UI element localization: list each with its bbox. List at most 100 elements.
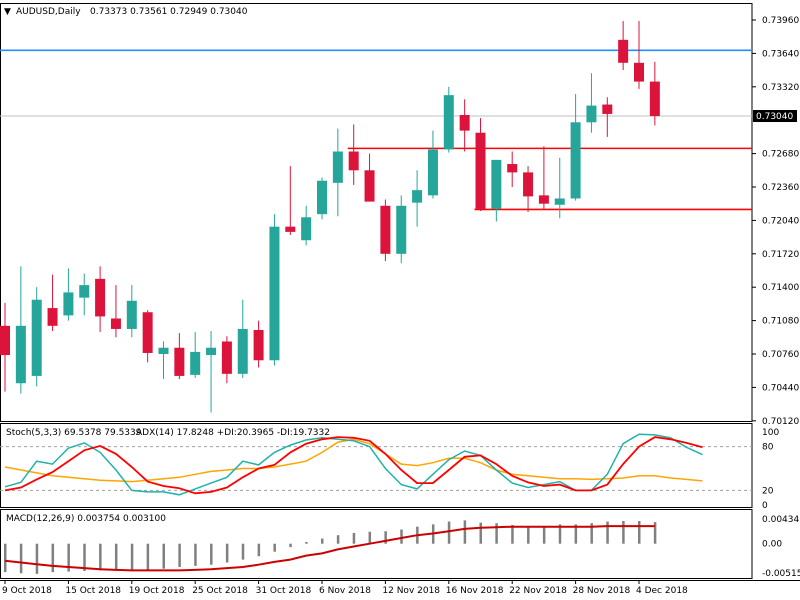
macd-histogram-bar xyxy=(194,543,197,566)
candle-body-bull xyxy=(126,300,137,329)
macd-histogram-bar xyxy=(130,543,134,570)
stoch-tick-label: 0 xyxy=(762,501,768,511)
macd-histogram-bar xyxy=(178,543,181,568)
chart-menu-arrow-icon[interactable]: ▼ xyxy=(4,7,11,17)
macd-histogram-bar xyxy=(336,535,340,544)
price-tick-label: 0.72680 xyxy=(762,150,799,160)
candle-body-bull xyxy=(443,95,454,150)
price-tick-label: 0.70440 xyxy=(762,383,799,393)
price-panel-frame xyxy=(0,3,753,422)
candle-body-bull xyxy=(269,226,280,361)
candle-body-bull xyxy=(396,205,407,254)
candle-body-bear xyxy=(95,278,106,317)
macd-histogram-bar xyxy=(305,542,308,544)
macd-histogram-bar xyxy=(114,543,118,570)
price-tick-label: 0.72360 xyxy=(762,183,799,193)
macd-signal-line xyxy=(4,525,655,572)
candle-body-bull xyxy=(237,328,248,374)
candle-body-bear xyxy=(174,347,185,376)
macd-histogram-bar xyxy=(638,520,641,544)
macd-histogram-bar xyxy=(574,524,578,544)
price-tick-label: 0.71080 xyxy=(762,317,799,327)
macd-histogram-bar xyxy=(146,543,150,570)
candle-body-bull xyxy=(332,151,343,183)
stoch-tick-label: 20 xyxy=(762,486,774,496)
current-price-label: 0.73040 xyxy=(756,112,793,122)
stoch-signal-line xyxy=(4,436,703,495)
macd-histogram-bar xyxy=(495,523,498,544)
candle-body-bull xyxy=(491,159,502,209)
macd-histogram-bar xyxy=(558,524,562,544)
current-price-tag xyxy=(753,110,797,123)
candle-body-bull xyxy=(63,292,74,316)
macd-histogram-bar xyxy=(241,543,245,560)
candle-body-bear xyxy=(253,329,264,361)
macd-histogram-bar xyxy=(289,543,292,548)
macd-histogram-bar xyxy=(19,543,23,574)
stoch-panel-frame xyxy=(0,423,753,508)
candle-body-bear xyxy=(538,195,549,204)
candle-body-bull xyxy=(317,180,327,215)
macd-histogram-bar xyxy=(479,522,482,544)
candle-body-bear xyxy=(507,164,518,173)
macd-tick-label: 0.00 xyxy=(762,540,782,550)
macd-histogram-bar xyxy=(321,538,324,544)
adx-label: ADX(14) 17.8248 +DI:20.3965 -DI:19.7332 xyxy=(136,428,330,438)
candle-body-bear xyxy=(142,312,153,353)
candle-body-bull xyxy=(554,198,565,205)
date-tick-label: 4 Dec 2018 xyxy=(636,586,688,596)
candle-body-bear xyxy=(618,39,629,63)
macd-histogram-bar xyxy=(384,531,387,544)
macd-histogram-bar xyxy=(225,543,229,563)
macd-histogram-bar xyxy=(210,543,213,565)
candle-body-bear xyxy=(221,341,232,374)
macd-histogram-bar xyxy=(4,543,7,573)
candle-body-bear xyxy=(348,151,359,171)
candle-body-bull xyxy=(206,347,217,356)
macd-histogram-bar xyxy=(653,522,657,544)
candle-body-bull xyxy=(570,122,581,199)
candle-body-bull xyxy=(15,325,26,384)
price-tick-label: 0.71720 xyxy=(762,250,799,260)
date-tick-label: 31 Oct 2018 xyxy=(256,586,312,596)
chart-ohlc-values: 0.73373 0.73561 0.72949 0.73040 xyxy=(90,7,248,17)
macd-histogram-bar xyxy=(83,543,86,571)
macd-label: MACD(12,26,9) 0.003754 0.003100 xyxy=(6,514,166,524)
date-tick-label: 6 Nov 2018 xyxy=(319,586,371,596)
adx-line xyxy=(4,438,703,483)
macd-histogram-bar xyxy=(590,523,593,544)
macd-histogram-bar xyxy=(622,520,625,544)
candle-body-bear xyxy=(634,62,644,82)
candle-body-bull xyxy=(31,299,42,376)
candle-body-bear xyxy=(602,104,613,114)
chart-symbol-label: AUDUSD,Daily xyxy=(16,7,81,17)
macd-histogram-bar xyxy=(51,543,55,573)
macd-histogram-bar xyxy=(35,543,39,574)
candle-body-bear xyxy=(649,81,660,117)
macd-histogram-bar xyxy=(273,543,276,552)
price-tick-label: 0.73960 xyxy=(762,16,799,26)
candle-body-bull xyxy=(412,190,423,203)
candle-body-bear xyxy=(0,325,10,356)
macd-histogram-bar xyxy=(463,520,467,544)
candle-body-bear xyxy=(459,114,470,131)
stoch-label: Stoch(5,3,3) 69.5378 79.5339 xyxy=(6,428,142,438)
macd-histogram-bar xyxy=(257,543,261,557)
date-tick-label: 16 Nov 2018 xyxy=(446,586,504,596)
candle-body-bull xyxy=(79,285,90,298)
stoch-main-line xyxy=(4,433,703,496)
macd-histogram-bar xyxy=(352,532,356,544)
date-tick-label: 19 Oct 2018 xyxy=(129,586,185,596)
macd-panel-frame xyxy=(0,509,753,579)
candle-body-bear xyxy=(364,170,375,202)
date-tick-label: 15 Oct 2018 xyxy=(65,586,121,596)
date-tick-label: 9 Oct 2018 xyxy=(2,586,52,596)
price-tick-label: 0.73320 xyxy=(762,83,799,93)
date-tick-label: 12 Nov 2018 xyxy=(382,586,440,596)
date-tick-label: 28 Nov 2018 xyxy=(573,586,631,596)
candle-body-bull xyxy=(301,217,312,241)
candle-body-bear xyxy=(380,205,391,254)
macd-histogram-bar xyxy=(542,526,546,544)
date-tick-label: 25 Oct 2018 xyxy=(192,586,248,596)
